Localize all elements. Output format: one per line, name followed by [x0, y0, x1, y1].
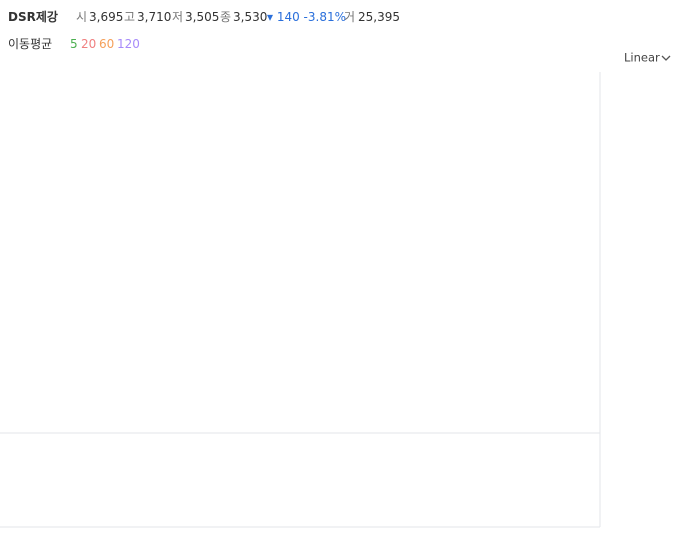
- legend-entry: 120: [117, 37, 140, 51]
- scale-mode[interactable]: Linear: [624, 51, 660, 65]
- volume-value: 25,395: [358, 10, 400, 24]
- low-label: 저: [172, 10, 183, 24]
- low-value: 3,505: [185, 10, 219, 24]
- volume-label: 거: [344, 10, 355, 24]
- header: DSR제강 시 3,695 고 3,710 저 3,505 종 3,530 ▾ …: [8, 10, 400, 24]
- scale-dropdown[interactable]: [661, 55, 671, 61]
- stock-name: DSR제강: [8, 10, 58, 24]
- high-value: 3,710: [137, 10, 171, 24]
- legend-entry: 60: [99, 37, 114, 51]
- ma-legend: 이동평균 5 20 60 120: [8, 37, 140, 51]
- legend-entry: 5: [70, 37, 78, 51]
- legend-entry: 20: [81, 37, 96, 51]
- close-label: 종: [220, 10, 231, 24]
- change: ▾ 140 -3.81%: [267, 10, 346, 24]
- high-label: 고: [124, 10, 135, 24]
- open-label: 시: [76, 10, 87, 24]
- ma-title: 이동평균: [8, 37, 52, 51]
- close-value: 3,530: [233, 10, 267, 24]
- open-value: 3,695: [89, 10, 123, 24]
